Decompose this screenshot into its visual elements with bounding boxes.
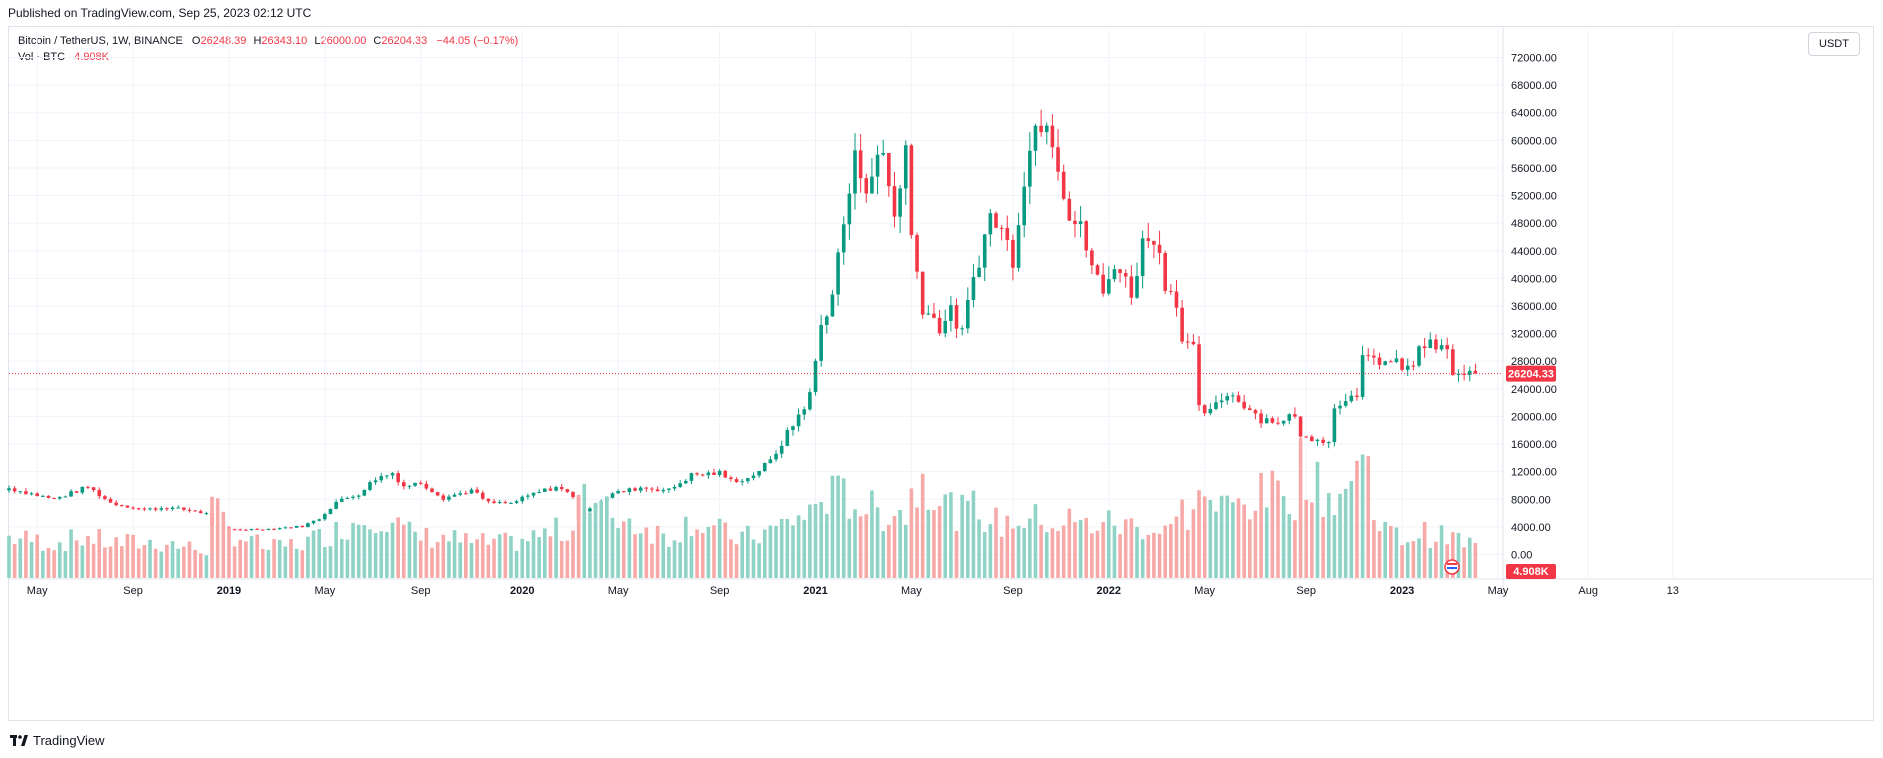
- symbol-legend: Bitcoin / TetherUS, 1W, BINANCE O26248.3…: [18, 35, 518, 47]
- close-value: 26204.33: [381, 35, 428, 47]
- change-value: −44.05 (−0.17%): [436, 35, 519, 47]
- volume-label[interactable]: Vol · BTC: [18, 51, 66, 63]
- tradingview-logo-icon: [10, 735, 28, 746]
- chart-frame[interactable]: [8, 26, 1874, 721]
- volume-value: 4.908K: [74, 51, 110, 63]
- high-label: H: [253, 35, 262, 47]
- currency-selector-button[interactable]: USDT: [1808, 32, 1860, 56]
- low-label: L: [314, 35, 321, 47]
- high-value: 26343.10: [261, 35, 308, 47]
- open-label: O: [191, 35, 201, 47]
- published-caption: Published on TradingView.com, Sep 25, 20…: [8, 6, 312, 20]
- brand-label: TradingView: [33, 733, 105, 748]
- close-label: C: [373, 35, 382, 47]
- tradingview-logo[interactable]: TradingView: [10, 733, 105, 748]
- symbol-title[interactable]: Bitcoin / TetherUS, 1W, BINANCE: [18, 35, 183, 47]
- low-value: 26000.00: [320, 35, 367, 47]
- volume-legend: Vol · BTC 4.908K: [18, 51, 109, 63]
- open-value: 26248.39: [200, 35, 247, 47]
